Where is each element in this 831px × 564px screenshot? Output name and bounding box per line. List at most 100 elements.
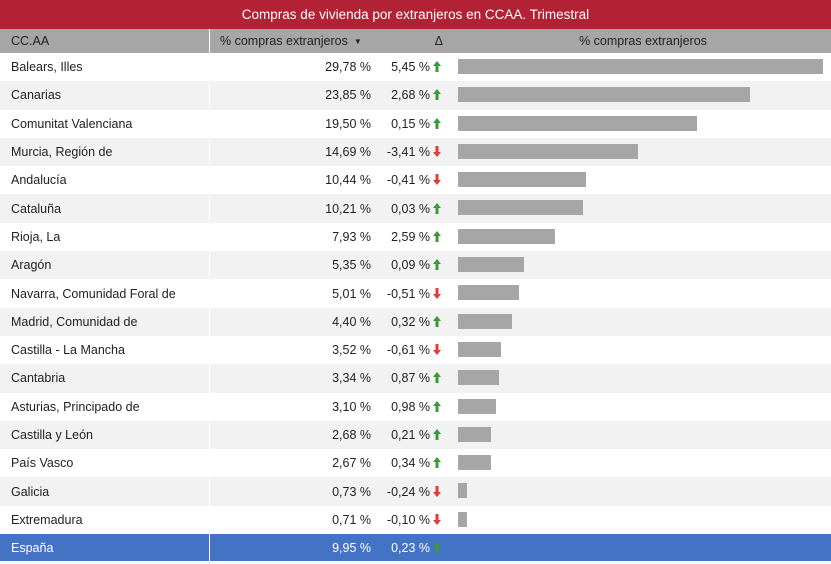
region-name: Canarias	[11, 88, 62, 103]
data-bar[interactable]	[458, 483, 467, 499]
pct-value: 3,52 %	[332, 343, 371, 358]
delta-cell: 0,98 %	[378, 393, 443, 421]
delta-value: -0,41 %	[386, 173, 430, 188]
delta-cell: -0,10 %	[378, 506, 443, 534]
total-row[interactable]: España 9,95 % 0,23 %	[0, 534, 831, 562]
delta-value: 0,23 %	[391, 540, 430, 555]
table-row[interactable]: Balears, Illes 29,78 % 5,45 %	[0, 53, 831, 82]
data-bar[interactable]	[458, 455, 491, 471]
data-bar[interactable]	[458, 172, 586, 188]
delta-value: 0,15 %	[391, 116, 430, 131]
bar-cell	[455, 166, 831, 194]
delta-value: 0,09 %	[391, 258, 430, 273]
arrow-up-icon	[433, 457, 441, 469]
data-bar[interactable]	[458, 115, 697, 131]
data-bar[interactable]	[458, 285, 520, 301]
arrow-up-icon	[433, 259, 441, 271]
table-row[interactable]: País Vasco 2,67 % 0,34 %	[0, 449, 831, 478]
pct-value: 4,40 %	[332, 314, 371, 329]
data-bar[interactable]	[458, 341, 502, 357]
bar-cell	[455, 393, 831, 421]
data-bar[interactable]	[458, 511, 467, 527]
pct-value: 0,73 %	[332, 484, 371, 499]
pct-value: 5,01 %	[332, 286, 371, 301]
pct-value: 23,85 %	[325, 88, 371, 103]
delta-cell: -0,61 %	[378, 336, 443, 364]
table-row[interactable]: Comunitat Valenciana 19,50 % 0,15 %	[0, 109, 831, 138]
table-row[interactable]: Navarra, Comunidad Foral de 5,01 % -0,51 %	[0, 279, 831, 308]
region-name: Rioja, La	[11, 229, 61, 244]
table-row[interactable]: Canarias 23,85 % 2,68 %	[0, 81, 831, 110]
arrow-up-icon	[433, 400, 441, 413]
arrow-up-icon	[433, 89, 441, 101]
region-name: Navarra, Comunidad Foral de	[11, 286, 176, 301]
header-delta[interactable]: Δ	[434, 34, 443, 48]
table-body: Balears, Illes 29,78 % 5,45 % Canarias 23,85…	[0, 53, 831, 562]
data-bar[interactable]	[458, 59, 823, 74]
data-bar[interactable]	[458, 426, 491, 442]
delta-value: 0,34 %	[391, 456, 430, 471]
header-pct[interactable]: % compras extranjeros ▼	[210, 29, 378, 53]
bar-cell	[455, 223, 831, 251]
table-row[interactable]: Cantabria 3,34 % 0,87 %	[0, 364, 831, 393]
region-name: Castilla - La Mancha	[11, 343, 125, 358]
arrow-up-icon	[433, 117, 441, 130]
delta-cell: 0,21 %	[378, 421, 443, 449]
data-bar[interactable]	[458, 200, 584, 216]
arrow-down-icon	[433, 485, 441, 498]
delta-cell: 5,45 %	[378, 53, 443, 81]
delta-cell: -0,24 %	[378, 477, 443, 505]
table-row[interactable]: Aragón 5,35 % 0,09 %	[0, 251, 831, 280]
header-region[interactable]: CC.AA	[11, 34, 50, 48]
table-row[interactable]: Cataluña 10,21 % 0,03 %	[0, 194, 831, 223]
bar-cell	[455, 279, 831, 307]
region-name: Asturias, Principado de	[11, 399, 140, 414]
table-row[interactable]: Castilla y León 2,68 % 0,21 %	[0, 420, 831, 450]
sort-desc-icon[interactable]: ▼	[353, 36, 362, 46]
pct-value: 29,78 %	[325, 60, 371, 75]
bar-cell	[455, 364, 831, 392]
table-row[interactable]: Murcia, Región de 14,69 % -3,41 %	[0, 137, 831, 167]
delta-value: 2,68 %	[391, 88, 430, 103]
delta-cell: 2,59 %	[378, 223, 443, 251]
pct-value: 5,35 %	[332, 258, 371, 273]
delta-cell: 0,03 %	[378, 194, 443, 222]
table-row[interactable]: Andalucía 10,44 % -0,41 %	[0, 166, 831, 195]
table-row[interactable]: Rioja, La 7,93 % 2,59 %	[0, 222, 831, 252]
pct-value: 7,93 %	[332, 229, 371, 244]
arrow-down-icon	[433, 174, 441, 186]
data-bar[interactable]	[458, 370, 499, 386]
delta-value: 0,03 %	[391, 201, 430, 216]
delta-value: -0,61 %	[386, 343, 430, 358]
bar-cell	[455, 110, 831, 138]
bar-cell	[455, 449, 831, 477]
bar-cell	[455, 308, 831, 336]
arrow-down-icon	[433, 344, 441, 356]
header-bar[interactable]: % compras extranjeros	[579, 34, 707, 48]
delta-value: 0,87 %	[391, 371, 430, 386]
pct-value: 0,71 %	[332, 512, 371, 527]
pct-value: 10,44 %	[325, 173, 371, 188]
table-row[interactable]: Castilla - La Mancha 3,52 % -0,61 %	[0, 335, 831, 365]
pct-value: 2,67 %	[332, 456, 371, 471]
bar-cell	[455, 138, 831, 166]
region-name: Cataluña	[11, 201, 62, 216]
table-row[interactable]: Galicia 0,73 % -0,24 %	[0, 477, 831, 506]
arrow-down-icon	[433, 146, 441, 158]
pct-value: 3,34 %	[332, 371, 371, 386]
data-bar[interactable]	[458, 143, 639, 159]
delta-value: 5,45 %	[391, 60, 430, 75]
table-row[interactable]: Asturias, Principado de 3,10 % 0,98 %	[0, 392, 831, 421]
region-name: Extremadura	[11, 512, 83, 527]
data-bar[interactable]	[458, 313, 512, 329]
data-bar[interactable]	[458, 398, 496, 414]
bar-cell	[455, 421, 831, 449]
table-row[interactable]: Extremadura 0,71 % -0,10 %	[0, 505, 831, 535]
table-row[interactable]: Madrid, Comunidad de 4,40 % 0,32 %	[0, 307, 831, 336]
pct-value: 3,10 %	[332, 399, 371, 414]
region-name: País Vasco	[11, 456, 74, 471]
data-bar[interactable]	[458, 228, 556, 244]
table-header: CC.AA % compras extranjeros ▼ Δ % compras…	[0, 29, 831, 53]
data-bar[interactable]	[458, 257, 524, 273]
data-bar[interactable]	[458, 87, 751, 103]
